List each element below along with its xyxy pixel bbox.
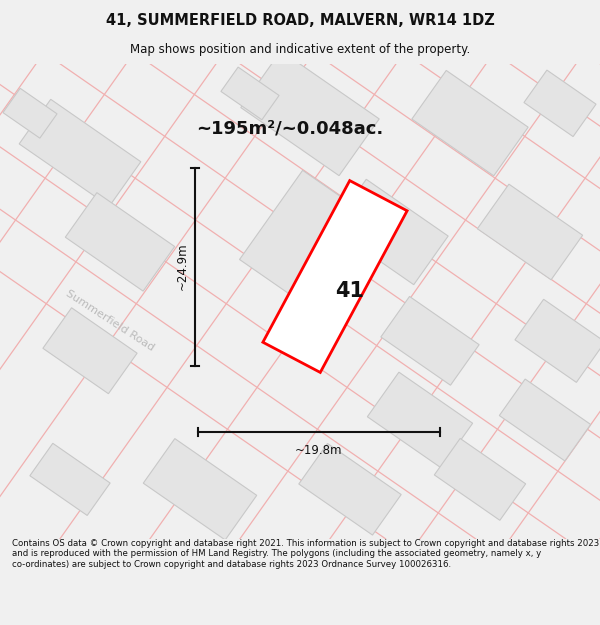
Polygon shape bbox=[499, 379, 590, 461]
Polygon shape bbox=[434, 438, 526, 521]
Polygon shape bbox=[3, 88, 57, 138]
Text: ~24.9m: ~24.9m bbox=[176, 242, 189, 291]
Polygon shape bbox=[143, 439, 257, 540]
Polygon shape bbox=[30, 443, 110, 516]
Polygon shape bbox=[524, 70, 596, 137]
Polygon shape bbox=[65, 192, 175, 291]
Polygon shape bbox=[299, 444, 401, 535]
Polygon shape bbox=[412, 71, 528, 176]
Text: Summerfield Road: Summerfield Road bbox=[64, 289, 156, 353]
Polygon shape bbox=[19, 99, 141, 206]
Polygon shape bbox=[43, 308, 137, 394]
Text: Map shows position and indicative extent of the property.: Map shows position and indicative extent… bbox=[130, 43, 470, 56]
Polygon shape bbox=[239, 171, 380, 313]
Text: ~19.8m: ~19.8m bbox=[295, 444, 343, 457]
Text: Contains OS data © Crown copyright and database right 2021. This information is : Contains OS data © Crown copyright and d… bbox=[12, 539, 599, 569]
Polygon shape bbox=[515, 299, 600, 382]
Polygon shape bbox=[263, 181, 407, 372]
Text: 41: 41 bbox=[335, 281, 365, 301]
Polygon shape bbox=[478, 184, 583, 280]
Polygon shape bbox=[332, 179, 448, 284]
Polygon shape bbox=[381, 296, 479, 385]
Polygon shape bbox=[367, 372, 473, 468]
Polygon shape bbox=[241, 51, 379, 176]
Polygon shape bbox=[221, 67, 279, 120]
Text: 41, SUMMERFIELD ROAD, MALVERN, WR14 1DZ: 41, SUMMERFIELD ROAD, MALVERN, WR14 1DZ bbox=[106, 12, 494, 28]
Text: ~195m²/~0.048ac.: ~195m²/~0.048ac. bbox=[196, 119, 383, 137]
